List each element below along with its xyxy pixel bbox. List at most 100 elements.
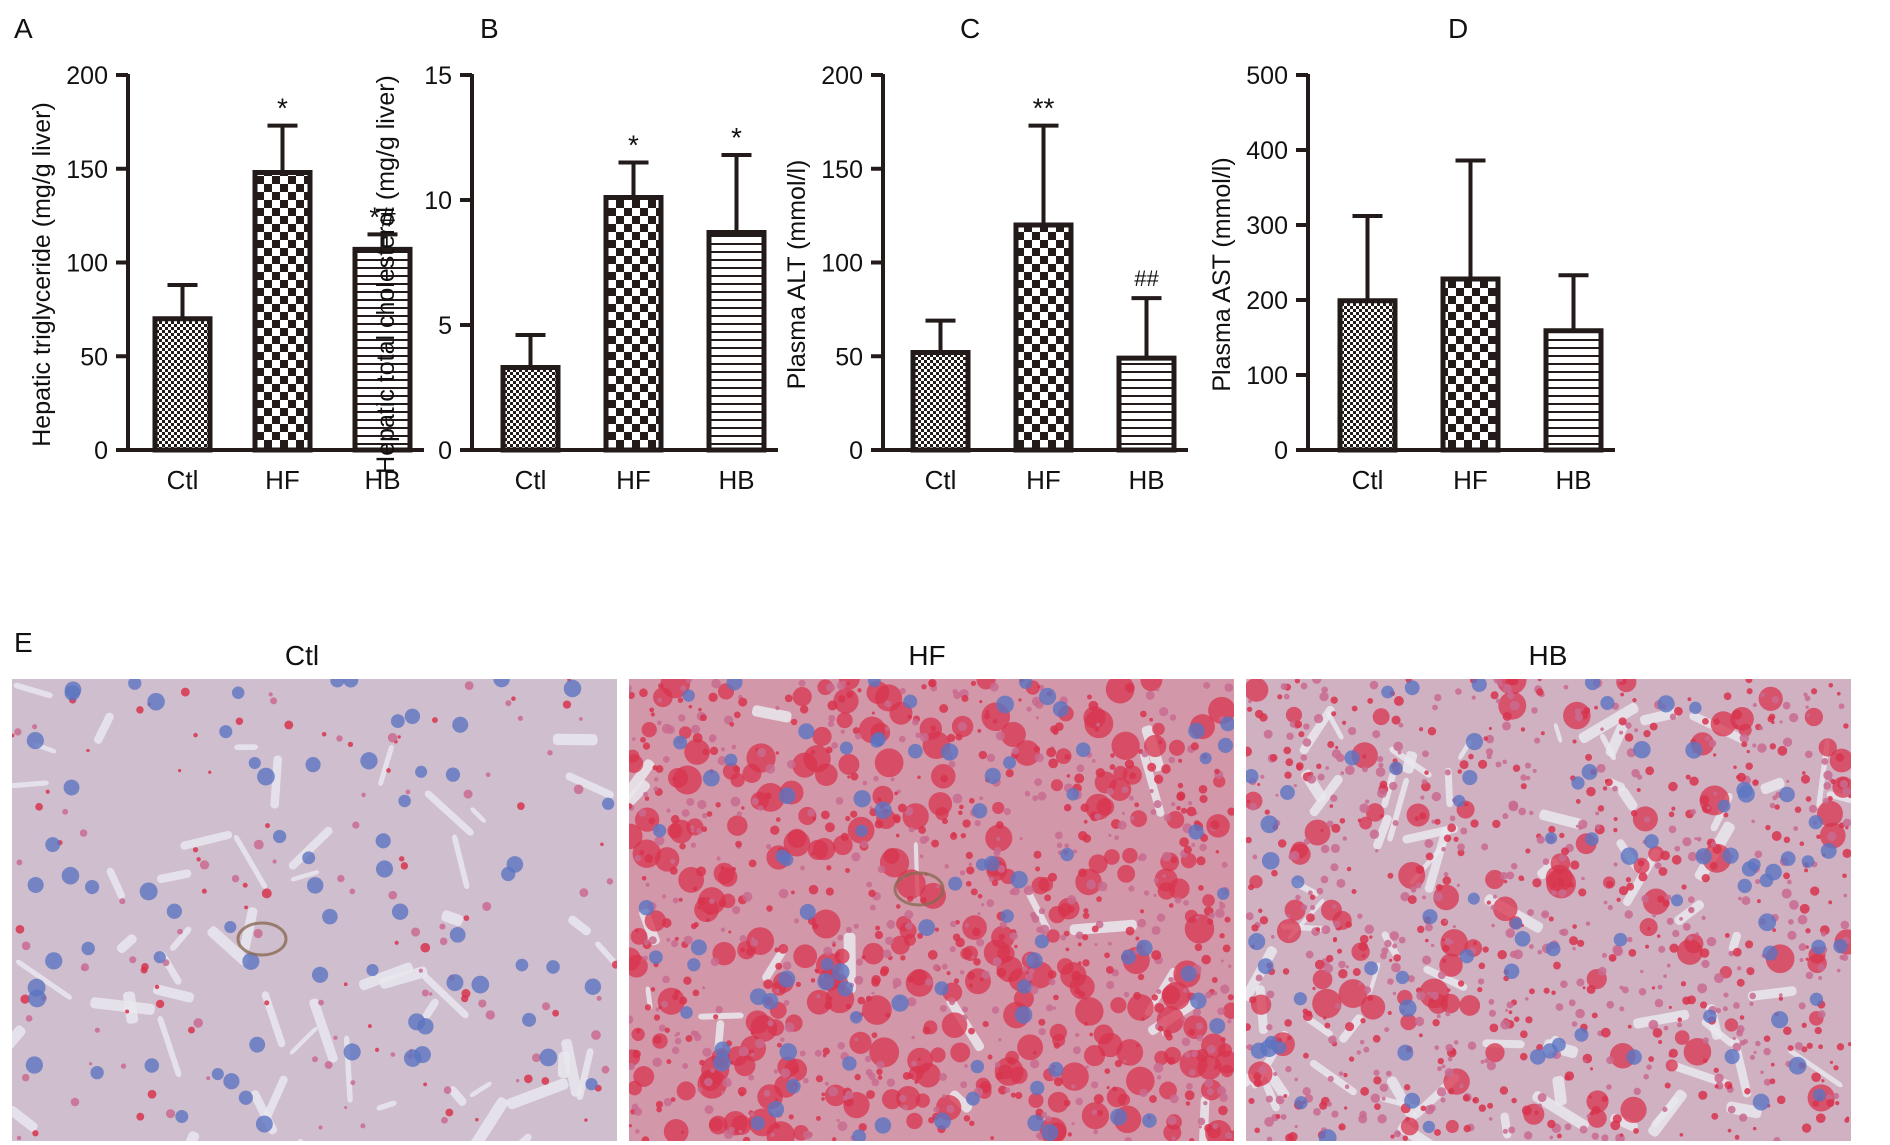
lipid-droplet	[1822, 797, 1829, 804]
lipid-droplet	[964, 1064, 968, 1068]
lipid-droplet	[1752, 702, 1757, 707]
lipid-droplet	[1728, 950, 1735, 957]
lipid-droplet	[1331, 1110, 1339, 1118]
lipid-droplet	[1254, 709, 1264, 719]
lipid-droplet	[1560, 980, 1568, 988]
lipid-droplet	[1300, 682, 1308, 690]
lipid-droplet	[1149, 717, 1154, 722]
lipid-droplet	[972, 927, 981, 937]
lipid-droplet	[1192, 1008, 1202, 1017]
lipid-droplet	[1207, 918, 1214, 925]
lipid-droplet	[709, 746, 719, 756]
nucleus	[831, 963, 850, 981]
lipid-droplet	[1327, 741, 1335, 749]
lipid-droplet	[923, 835, 930, 842]
lipid-droplet	[1502, 683, 1512, 693]
lipid-droplet	[1184, 914, 1215, 944]
lipid-droplet	[950, 1042, 971, 1063]
lipid-droplet	[1106, 1086, 1110, 1090]
lipid-droplet	[1400, 892, 1410, 902]
lipid-droplet	[1488, 1117, 1493, 1121]
lipid-droplet	[463, 915, 470, 921]
lipid-droplet	[798, 679, 806, 687]
lipid-droplet	[1066, 774, 1071, 778]
lipid-droplet	[1381, 1096, 1386, 1101]
lipid-droplet	[1478, 1104, 1487, 1112]
lipid-droplet	[1117, 864, 1136, 883]
sinusoid	[169, 926, 192, 951]
lipid-droplet	[1094, 813, 1101, 820]
lipid-droplet	[688, 704, 693, 709]
lipid-droplet	[1298, 731, 1305, 738]
lipid-droplet	[1668, 811, 1675, 818]
lipid-droplet	[652, 765, 658, 771]
lipid-droplet	[1435, 884, 1443, 891]
lipid-droplet	[336, 735, 343, 742]
lipid-droplet	[1035, 716, 1040, 720]
nucleus	[874, 801, 892, 819]
lipid-droplet	[1586, 1114, 1591, 1119]
nucleus	[1459, 949, 1474, 964]
lipid-droplet	[841, 680, 846, 685]
lipid-droplet	[982, 1020, 989, 1028]
lipid-droplet	[1798, 943, 1807, 951]
lipid-droplet	[684, 739, 710, 765]
lipid-droplet	[1203, 681, 1211, 689]
lipid-droplet	[1326, 1101, 1332, 1107]
lipid-droplet	[1387, 872, 1394, 879]
lipid-droplet	[663, 1097, 673, 1107]
lipid-droplet	[1668, 825, 1677, 834]
lipid-droplet	[660, 679, 691, 699]
lipid-droplet	[1344, 1022, 1355, 1032]
lipid-droplet	[1799, 903, 1810, 914]
lipid-droplet	[1322, 1016, 1327, 1020]
lipid-droplet	[871, 711, 875, 715]
nucleus	[852, 1129, 867, 1141]
lipid-droplet	[949, 920, 957, 928]
lipid-droplet	[1687, 697, 1692, 702]
nucleus	[1503, 963, 1520, 980]
lipid-droplet	[875, 684, 903, 712]
sinusoid	[1578, 702, 1639, 744]
lipid-droplet	[1564, 1074, 1571, 1081]
sinusoid	[234, 744, 259, 751]
lipid-droplet	[1680, 981, 1687, 987]
lipid-droplet	[1220, 1036, 1226, 1043]
lipid-droplet	[941, 1012, 968, 1039]
lipid-droplet	[873, 775, 879, 782]
lipid-droplet	[861, 954, 866, 960]
lipid-droplet	[1171, 1136, 1176, 1141]
lipid-droplet	[1077, 942, 1082, 947]
lipid-droplet	[1662, 1106, 1668, 1112]
bar-c-ctl	[910, 350, 971, 453]
lipid-droplet	[1732, 709, 1743, 720]
lipid-droplet	[974, 820, 981, 827]
lipid-droplet	[786, 759, 796, 769]
lipid-droplet	[1797, 914, 1808, 925]
lipid-droplet	[1618, 885, 1629, 896]
lipid-droplet	[1833, 1092, 1840, 1100]
lipid-droplet	[1489, 1023, 1499, 1033]
lipid-droplet	[1652, 913, 1657, 918]
nucleus	[1600, 695, 1615, 710]
nucleus	[306, 877, 324, 894]
lipid-droplet	[1445, 1119, 1459, 1133]
lipid-droplet	[1724, 1018, 1739, 1032]
lipid-droplet	[1613, 816, 1618, 822]
lipid-droplet	[1548, 916, 1554, 922]
lipid-droplet	[997, 865, 1006, 873]
lipid-droplet	[1625, 722, 1632, 729]
lipid-droplet	[1827, 831, 1837, 842]
lipid-droplet	[1391, 715, 1401, 725]
lipid-droplet	[1575, 799, 1581, 804]
lipid-droplet	[877, 797, 882, 802]
lipid-droplet	[825, 822, 835, 833]
lipid-droplet	[180, 687, 190, 697]
lipid-droplet	[1135, 1043, 1140, 1048]
lipid-droplet	[991, 1006, 1000, 1014]
lipid-droplet	[1606, 1056, 1614, 1065]
lipid-droplet	[1783, 1026, 1792, 1036]
sinusoid	[424, 790, 474, 836]
lipid-droplet	[1046, 1004, 1054, 1012]
